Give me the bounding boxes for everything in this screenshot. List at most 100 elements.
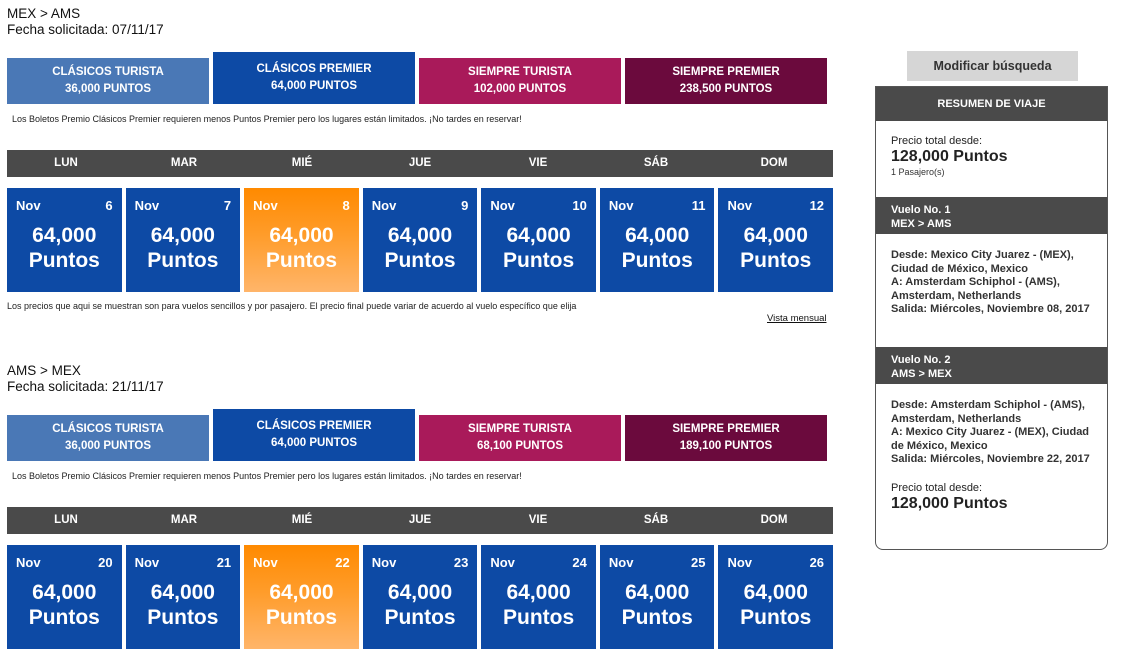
outbound-date-card-selected[interactable]: Nov 8 64,000 Puntos	[244, 188, 359, 292]
outbound-fare-siempre-turista[interactable]: SIEMPRE TURISTA 102,000 PUNTOS	[419, 58, 621, 104]
return-route: AMS > MEX	[7, 363, 81, 378]
fare-points: 36,000 PUNTOS	[64, 83, 152, 95]
card-month: Nov	[371, 555, 397, 570]
weekday-label: VIE	[528, 514, 548, 526]
card-price: 64,000	[625, 224, 690, 247]
card-price: 64,000	[150, 581, 215, 604]
card-unit: Puntos	[740, 606, 812, 629]
fare-name: CLÁSICOS PREMIER	[256, 420, 372, 432]
outbound-fare-siempre-premier[interactable]: SIEMPRE PREMIER 238,500 PUNTOS	[625, 58, 827, 104]
return-fare-clasicos-turista[interactable]: CLÁSICOS TURISTA 36,000 PUNTOS	[7, 415, 209, 461]
trip-summary-title: RESUMEN DE VIAJE	[876, 87, 1107, 121]
flight-1-route: MEX > AMS	[891, 218, 952, 230]
card-day: 8	[342, 198, 350, 213]
flight-2-title: Vuelo No. 2	[891, 354, 951, 366]
weekday-label: MIÉ	[291, 157, 313, 169]
outbound-fare-tabs: CLÁSICOS TURISTA 36,000 PUNTOS CLÁSICOS …	[7, 52, 827, 104]
outbound-route-header: MEX > AMS Fecha solicitada: 07/11/17	[7, 6, 164, 38]
card-month: Nov	[16, 198, 41, 213]
card-day: 23	[453, 555, 469, 570]
card-price: 64,000	[625, 581, 690, 604]
fare-points: 64,000 PUNTOS	[270, 80, 358, 92]
flight-2-origin: Desde: Amsterdam Schiphol - (AMS), Amste…	[891, 399, 1085, 425]
card-day: 10	[572, 198, 587, 213]
return-fare-clasicos-premier[interactable]: CLÁSICOS PREMIER 64,000 PUNTOS	[213, 409, 415, 461]
outbound-route: MEX > AMS	[7, 6, 81, 21]
return-date-card[interactable]: Nov 20 64,000 Puntos	[7, 545, 122, 649]
outbound-requested-date: Fecha solicitada: 07/11/17	[7, 22, 164, 37]
outbound-date-card[interactable]: Nov 9 64,000 Puntos	[362, 188, 478, 292]
card-month: Nov	[134, 555, 160, 570]
flight-2-departure: Salida: Miércoles, Noviembre 22, 2017	[891, 453, 1090, 466]
return-fare-siempre-premier[interactable]: SIEMPRE PREMIER 189,100 PUNTOS	[625, 415, 827, 461]
return-date-card[interactable]: Nov 24 64,000 Puntos	[481, 545, 596, 649]
trip-summary-panel: RESUMEN DE VIAJE Precio total desde: 128…	[875, 86, 1108, 550]
card-day: 7	[223, 198, 232, 213]
card-price: 64,000	[506, 224, 571, 247]
card-month: Nov	[253, 555, 278, 570]
fare-points: 238,500 PUNTOS	[679, 83, 773, 95]
return-date-card[interactable]: Nov 26 64,000 Puntos	[718, 545, 834, 649]
outbound-date-card[interactable]: Nov 12 64,000 Puntos	[718, 188, 834, 292]
fare-name: SIEMPRE PREMIER	[672, 66, 780, 78]
card-unit: Puntos	[265, 249, 338, 272]
flight-2-route: AMS > MEX	[891, 368, 952, 380]
card-day: 11	[691, 198, 706, 213]
card-day: 21	[216, 555, 232, 570]
passenger-count: 1 Pasajero(s)	[891, 167, 945, 177]
outbound-fare-clasicos-turista[interactable]: CLÁSICOS TURISTA 36,000 PUNTOS	[7, 58, 209, 104]
return-date-card[interactable]: Nov 25 64,000 Puntos	[599, 545, 715, 649]
outbound-fare-clasicos-premier[interactable]: CLÁSICOS PREMIER 64,000 PUNTOS	[213, 52, 415, 104]
price-footnote: Los precios que aqui se muestran son par…	[7, 301, 577, 311]
outbound-date-card[interactable]: Nov 10 64,000 Puntos	[481, 188, 596, 292]
monthly-view-link[interactable]: Vista mensual	[767, 313, 827, 324]
card-unit: Puntos	[147, 606, 219, 629]
outbound-date-card[interactable]: Nov 11 64,000 Puntos	[599, 188, 715, 292]
card-month: Nov	[608, 198, 634, 213]
outbound-date-cards: Nov 6 64,000 Puntos Nov 7 64,000 Puntos No…	[7, 188, 834, 292]
flight-2-details: Desde: Amsterdam Schiphol - (AMS), Amste…	[876, 384, 1107, 514]
flight-1-header: Vuelo No. 1 MEX > AMS	[876, 197, 1107, 234]
card-month: Nov	[608, 555, 634, 570]
return-date-card-selected[interactable]: Nov 22 64,000 Puntos	[244, 545, 359, 649]
card-price: 64,000	[32, 581, 97, 604]
card-day: 22	[335, 555, 350, 570]
flight-1-origin: Desde: Mexico City Juarez - (MEX), Ciuda…	[891, 249, 1074, 275]
card-day: 12	[809, 198, 825, 213]
card-month: Nov	[16, 555, 41, 570]
outbound-date-card[interactable]: Nov 7 64,000 Puntos	[125, 188, 241, 292]
return-date-cards: Nov 20 64,000 Puntos Nov 21 64,000 Puntos …	[7, 545, 834, 649]
return-date-card[interactable]: Nov 23 64,000 Puntos	[362, 545, 478, 649]
return-fare-note: Los Boletos Premio Clásicos Premier requ…	[12, 471, 522, 481]
fare-points: 68,100 PUNTOS	[476, 440, 564, 452]
total-price-label: Precio total desde:	[891, 135, 983, 147]
weekday-label: MAR	[170, 157, 198, 169]
return-weekday-header: LUN MAR MIÉ JUE VIE SÁB DOM	[7, 507, 833, 534]
outbound-fare-note: Los Boletos Premio Clásicos Premier requ…	[12, 114, 522, 124]
card-month: Nov	[253, 198, 278, 213]
modify-search-button[interactable]: Modificar búsqueda	[907, 51, 1078, 81]
weekday-label: LUN	[54, 514, 78, 526]
card-day: 25	[691, 555, 706, 570]
flight-1-title: Vuelo No. 1	[891, 204, 951, 216]
return-fare-tabs: CLÁSICOS TURISTA 36,000 PUNTOS CLÁSICOS …	[7, 409, 827, 461]
fare-name: SIEMPRE PREMIER	[672, 423, 780, 435]
outbound-date-card[interactable]: Nov 6 64,000 Puntos	[7, 188, 122, 292]
flight-2-destination: A: Mexico City Juarez - (MEX), Ciudad de…	[891, 426, 1090, 452]
fare-name: CLÁSICOS PREMIER	[256, 63, 372, 75]
card-price: 64,000	[387, 581, 453, 604]
total-price-label-2: Precio total desde:	[891, 481, 983, 494]
return-date-card[interactable]: Nov 21 64,000 Puntos	[125, 545, 241, 649]
outbound-weekday-header: LUN MAR MIÉ JUE VIE SÁB DOM	[7, 150, 833, 177]
card-price: 64,000	[269, 224, 334, 247]
card-unit: Puntos	[28, 249, 100, 272]
card-day: 9	[461, 198, 469, 213]
return-fare-siempre-turista[interactable]: SIEMPRE TURISTA 68,100 PUNTOS	[419, 415, 621, 461]
card-unit: Puntos	[147, 249, 219, 272]
flight-1-departure: Salida: Miércoles, Noviembre 08, 2017	[891, 303, 1090, 316]
total-price-value: 128,000 Puntos	[891, 148, 1008, 165]
weekday-label: DOM	[760, 514, 788, 526]
fare-name: SIEMPRE TURISTA	[468, 66, 572, 78]
fare-points: 64,000 PUNTOS	[270, 437, 358, 449]
fare-name: CLÁSICOS TURISTA	[52, 423, 164, 435]
